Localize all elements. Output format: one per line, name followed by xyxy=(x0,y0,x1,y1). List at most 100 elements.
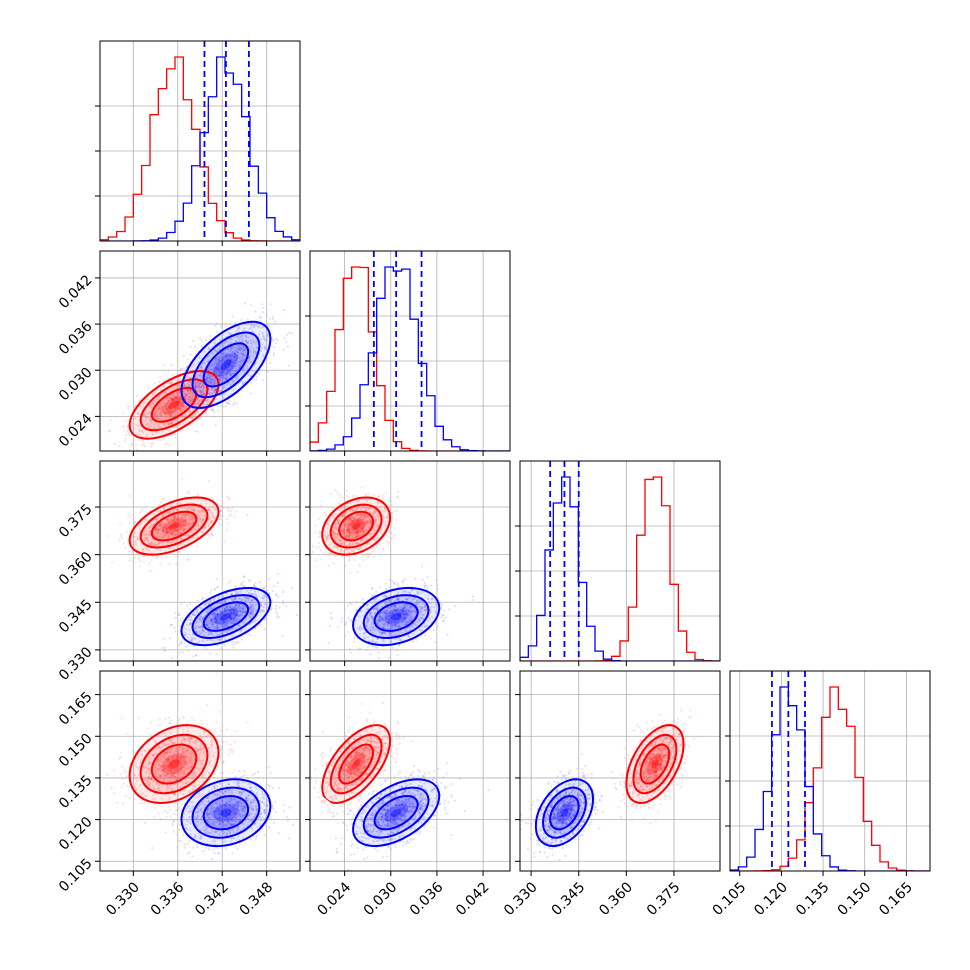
scatter-point xyxy=(123,424,126,427)
scatter-point xyxy=(395,496,399,499)
scatter-point xyxy=(392,510,395,513)
scatter-point xyxy=(156,407,159,410)
scatter-point xyxy=(153,413,156,417)
scatter-point xyxy=(169,407,172,411)
scatter-point xyxy=(124,437,127,440)
scatter-point xyxy=(166,403,169,406)
scatter-point xyxy=(161,556,164,559)
scatter-point xyxy=(314,524,317,528)
scatter-point xyxy=(182,401,185,405)
scatter-point xyxy=(240,638,244,641)
scatter-point xyxy=(199,393,202,396)
scatter-point xyxy=(287,364,290,367)
scatter-point xyxy=(161,646,164,649)
scatter-point xyxy=(329,551,332,555)
scatter-point xyxy=(160,405,163,408)
scatter-point xyxy=(222,405,225,409)
scatter-point xyxy=(214,387,218,390)
scatter-point xyxy=(169,403,172,406)
scatter-point xyxy=(361,558,364,562)
scatter-point xyxy=(161,502,164,505)
scatter-point xyxy=(204,596,207,600)
scatter-point xyxy=(214,389,217,392)
scatter-point xyxy=(147,562,151,565)
scatter-point xyxy=(367,492,370,495)
scatter-point xyxy=(139,565,142,568)
scatter-point xyxy=(128,550,131,553)
scatter-point xyxy=(232,640,235,643)
scatter-point xyxy=(227,496,230,499)
scatter-point xyxy=(179,401,182,405)
scatter-point xyxy=(327,564,330,568)
scatter-point xyxy=(181,651,184,654)
scatter-point xyxy=(169,405,172,408)
scatter-point xyxy=(153,412,157,415)
scatter-point xyxy=(196,383,200,386)
scatter-point xyxy=(250,381,253,384)
scatter-point xyxy=(276,581,280,585)
scatter-point xyxy=(160,395,163,398)
scatter-point xyxy=(123,429,126,432)
scatter-point xyxy=(208,652,212,655)
scatter-point xyxy=(171,393,174,397)
scatter-point xyxy=(152,402,155,405)
scatter-point xyxy=(198,337,202,340)
scatter-point xyxy=(342,556,345,559)
scatter-point xyxy=(189,390,193,393)
scatter-point xyxy=(187,376,190,379)
scatter-point xyxy=(170,396,173,399)
scatter-point xyxy=(168,413,171,416)
scatter-point xyxy=(261,310,264,314)
scatter-point xyxy=(174,611,177,615)
scatter-point xyxy=(331,617,334,620)
scatter-point xyxy=(178,651,181,654)
scatter-point xyxy=(259,316,262,319)
scatter-point xyxy=(159,438,162,442)
scatter-point xyxy=(220,389,223,393)
scatter-point xyxy=(189,400,193,403)
scatter-point xyxy=(179,409,182,413)
scatter-point xyxy=(345,494,349,497)
scatter-point xyxy=(271,318,274,321)
scatter-point xyxy=(163,363,166,367)
scatter-point xyxy=(315,546,318,549)
scatter-point xyxy=(230,509,233,512)
scatter-point xyxy=(318,541,321,544)
scatter-point xyxy=(162,422,166,425)
scatter-point xyxy=(175,562,178,565)
scatter-point xyxy=(141,430,144,433)
scatter-point xyxy=(153,412,156,415)
scatter-point xyxy=(171,411,174,415)
scatter-point xyxy=(129,515,132,519)
scatter-point xyxy=(127,407,130,410)
scatter-point xyxy=(173,626,176,629)
scatter-point xyxy=(349,571,352,574)
scatter-point xyxy=(323,511,326,514)
scatter-point xyxy=(167,408,170,411)
scatter-point xyxy=(155,412,158,415)
scatter-point xyxy=(137,557,140,560)
scatter-point xyxy=(246,318,249,321)
scatter-point xyxy=(201,598,204,601)
scatter-point xyxy=(208,536,211,539)
scatter-point xyxy=(170,411,173,414)
scatter-point xyxy=(349,651,353,654)
scatter-point xyxy=(212,381,215,384)
scatter-point xyxy=(200,390,203,393)
scatter-point xyxy=(385,587,388,590)
scatter-point xyxy=(249,392,252,395)
scatter-point xyxy=(138,430,141,433)
scatter-point xyxy=(261,303,264,306)
scatter-point xyxy=(194,376,198,379)
scatter-point xyxy=(156,397,159,400)
scatter-point xyxy=(165,422,168,425)
scatter-point xyxy=(283,309,286,312)
scatter-point xyxy=(340,617,343,620)
scatter-point xyxy=(219,518,222,521)
scatter-point xyxy=(231,315,234,318)
scatter-point xyxy=(124,419,127,423)
scatter-point xyxy=(189,345,192,348)
scatter-point xyxy=(471,595,475,598)
scatter-point xyxy=(187,492,190,495)
scatter-point xyxy=(186,604,189,607)
